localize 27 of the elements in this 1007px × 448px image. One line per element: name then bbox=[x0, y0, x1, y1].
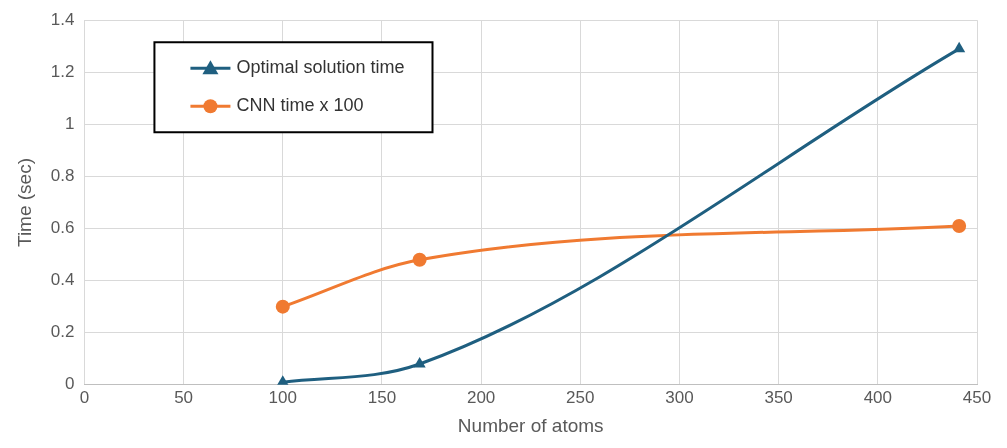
point bbox=[953, 41, 966, 53]
x-tick-label: 150 bbox=[367, 387, 397, 407]
x-tick-label: 200 bbox=[466, 387, 496, 407]
x-tick-label: 0 bbox=[79, 387, 90, 407]
x-tick-label: 400 bbox=[863, 387, 893, 407]
x-tick-label: 450 bbox=[962, 387, 992, 407]
y-tick-label: 1 bbox=[64, 114, 75, 134]
x-tick-label: 50 bbox=[174, 387, 194, 407]
y-tick-label: 0.6 bbox=[50, 218, 75, 238]
y-tick-label: 1.4 bbox=[50, 9, 75, 29]
point bbox=[412, 252, 427, 267]
x-tick-label: 300 bbox=[665, 387, 694, 407]
x-tick-label: 100 bbox=[268, 387, 297, 407]
point bbox=[413, 356, 426, 368]
y-tick-label: 0.2 bbox=[50, 322, 75, 342]
x-tick-label: 250 bbox=[566, 387, 595, 407]
y-tick-label: 0.4 bbox=[50, 270, 75, 290]
legend-label: Optimal solution time bbox=[236, 57, 405, 78]
y-tick-label: 0.8 bbox=[50, 166, 75, 186]
point bbox=[275, 299, 290, 314]
y-axis-title: Time (sec) bbox=[13, 157, 35, 248]
legend-label: CNN time x 100 bbox=[236, 95, 364, 116]
point bbox=[952, 218, 967, 233]
y-tick-label: 0 bbox=[64, 374, 75, 394]
y-tick-label: 1.2 bbox=[50, 61, 75, 81]
x-axis-title: Number of atoms bbox=[457, 414, 604, 436]
x-tick-label: 350 bbox=[764, 387, 793, 407]
